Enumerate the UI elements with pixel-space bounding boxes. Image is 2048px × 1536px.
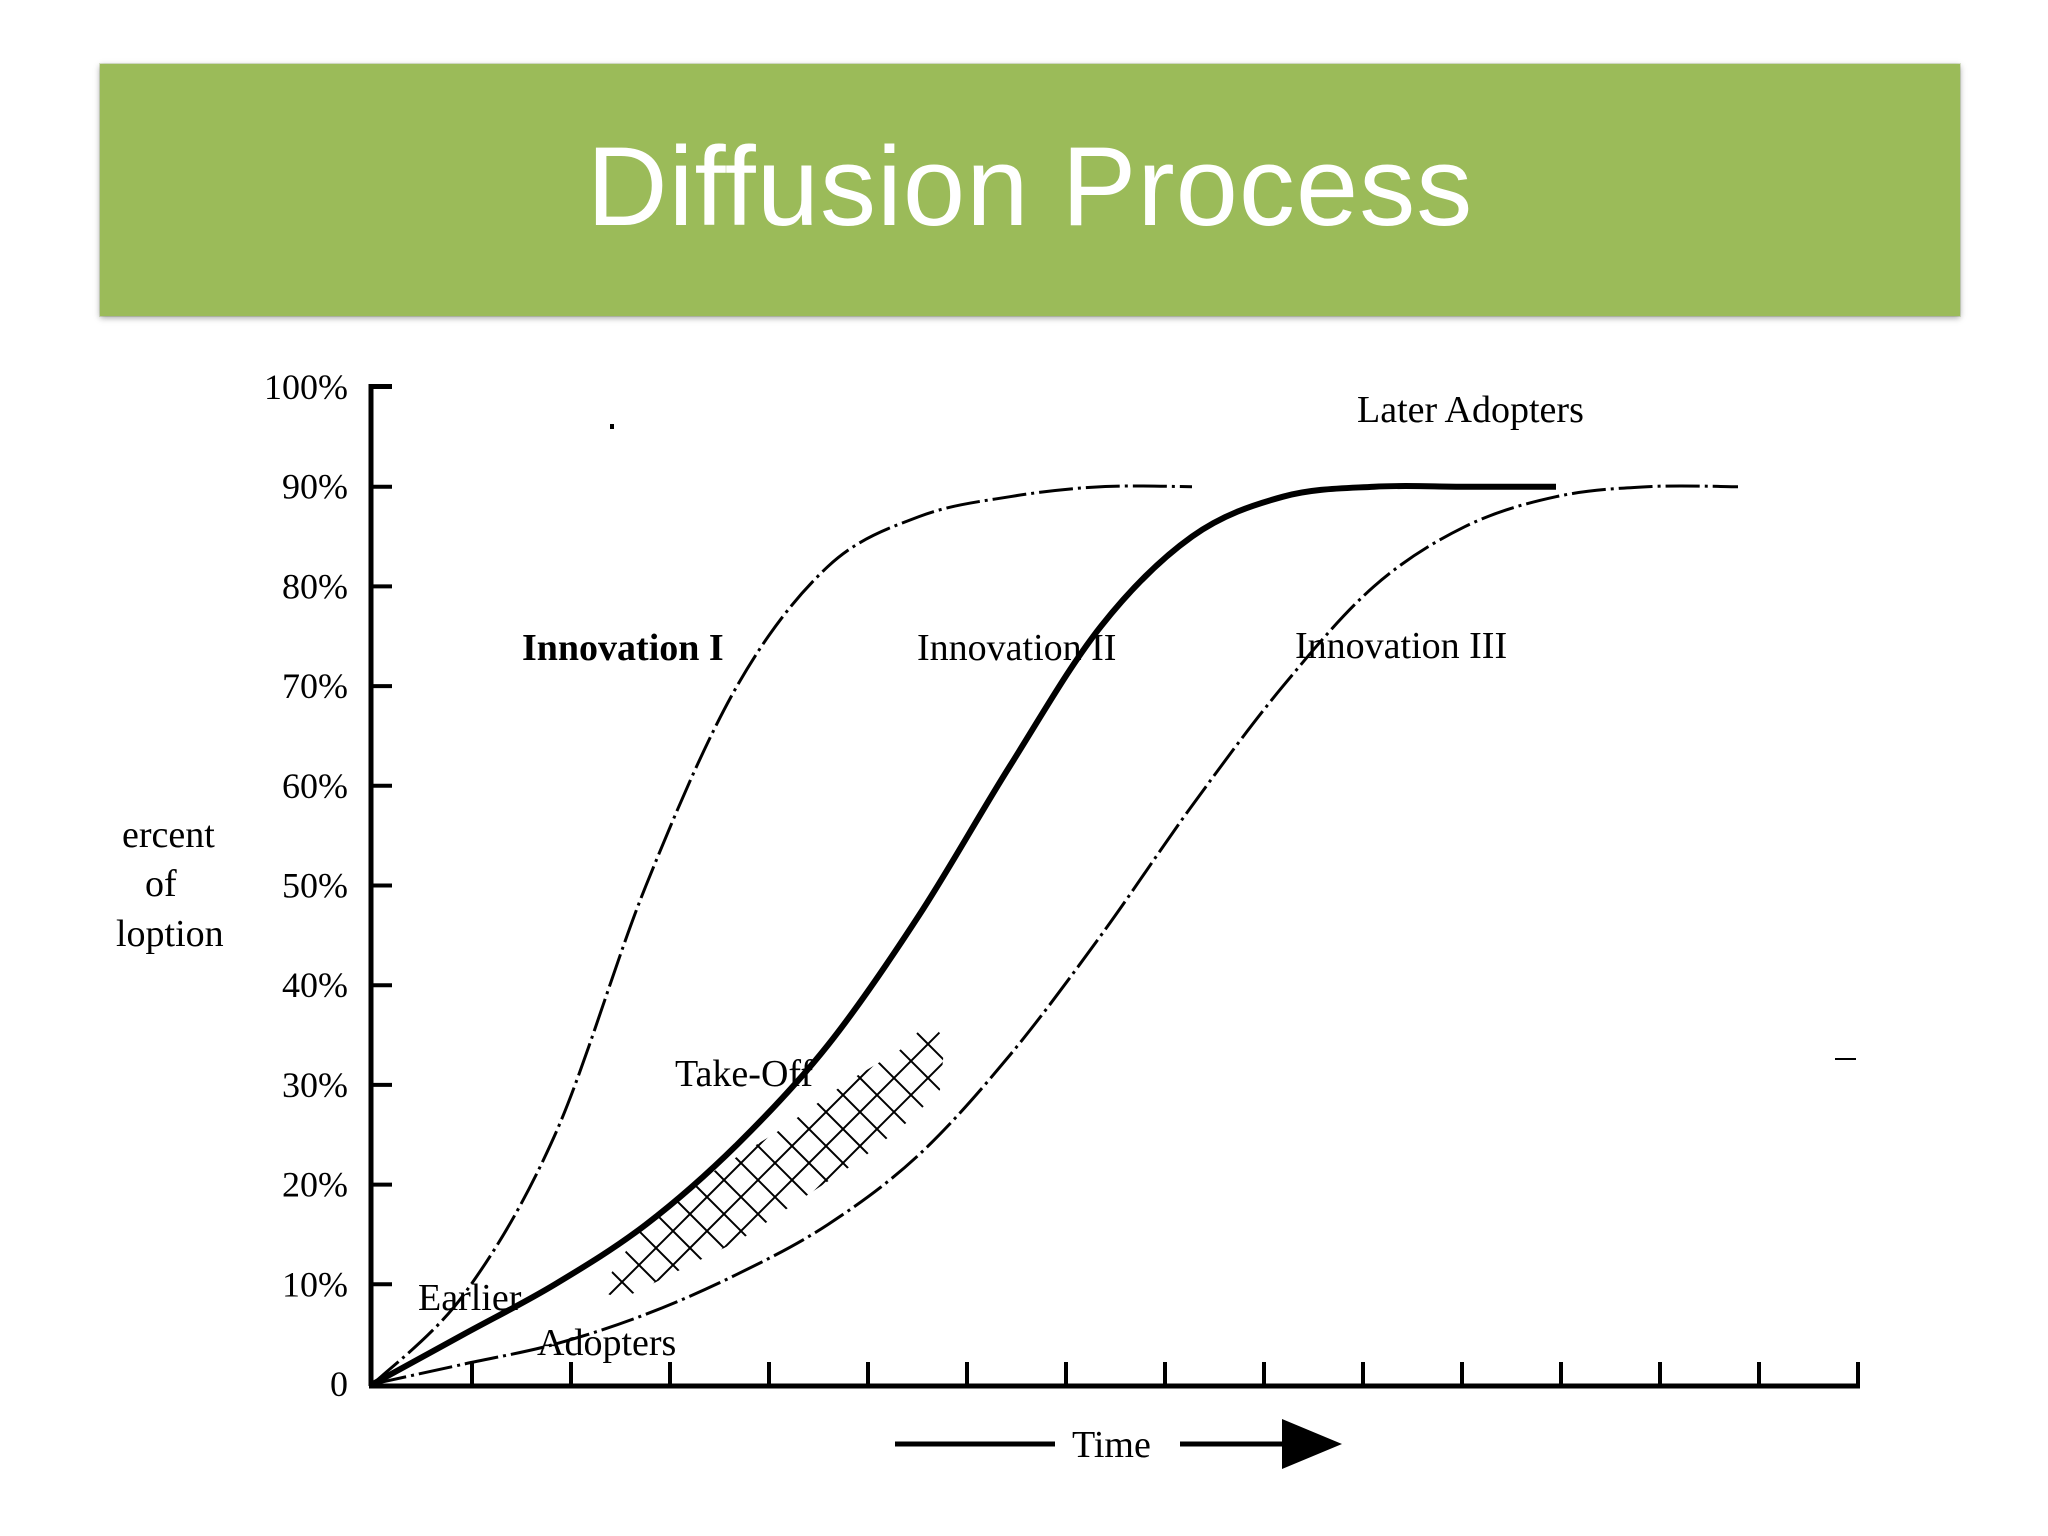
hatch-line	[1428, 1000, 1788, 1360]
hatch-line	[1122, 1000, 1482, 1360]
y-tick-label: 60%	[282, 766, 348, 806]
hatch-line	[1054, 1000, 1414, 1360]
hatch-line	[1326, 1000, 1686, 1360]
y-tick-label: 10%	[282, 1264, 348, 1304]
y-axis-label-line-1: ercent	[122, 814, 215, 856]
hatch-line	[952, 1000, 1312, 1360]
hatch-line	[815, 1020, 945, 1300]
innovation-3-label: Innovation III	[1295, 625, 1507, 667]
hatch-line	[986, 1000, 1346, 1360]
take-off-label: Take-Off	[675, 1053, 813, 1095]
hatch-line	[1088, 1000, 1448, 1360]
hatch-line	[0, 1000, 156, 1360]
hatch-line	[0, 1000, 258, 1360]
adopters-label: Adopters	[537, 1322, 676, 1364]
y-tick-label: 90%	[282, 467, 348, 507]
hatch-line	[1020, 1000, 1380, 1360]
hatch-line	[1156, 1000, 1516, 1360]
hatch-line	[0, 1000, 292, 1360]
hatch-line	[1122, 1000, 1482, 1360]
innovation-2-curve	[371, 482, 1556, 1387]
hatch-line	[1326, 1000, 1686, 1360]
hatch-line	[0, 1000, 54, 1360]
hatch-line	[1088, 1000, 1448, 1360]
hatch-line	[0, 1000, 190, 1360]
hatch-line	[0, 1000, 326, 1360]
y-tick-label: 20%	[282, 1165, 348, 1205]
speck-mark	[610, 424, 614, 429]
hatch-line	[0, 1000, 20, 1360]
hatch-line	[1428, 1000, 1788, 1360]
y-tick-label: 80%	[282, 566, 348, 606]
title-banner: Diffusion Process	[100, 64, 1960, 316]
hatch-line	[0, 1000, 88, 1360]
hatch-line	[1156, 1000, 1516, 1360]
hatch-line	[1258, 1000, 1618, 1360]
hatch-line	[0, 1000, 122, 1360]
hatch-line	[0, 1000, 54, 1360]
hatch-line	[1360, 1000, 1720, 1360]
hatch-line	[1224, 1000, 1584, 1360]
innovation-2-label: Innovation II	[917, 627, 1116, 669]
hatch-line	[1394, 1000, 1754, 1360]
hatch-line	[0, 1000, 258, 1360]
hatch-line	[781, 1020, 945, 1300]
hatch-line	[68, 1000, 428, 1360]
hatch-line	[0, 1000, 326, 1360]
innovation-1-label: Innovation I	[522, 627, 724, 669]
y-axis-label-line-2: of	[145, 863, 177, 905]
x-axis-label: Time	[1072, 1424, 1151, 1466]
hatch-line	[917, 1020, 945, 1300]
hatch-line	[1394, 1000, 1754, 1360]
hatch-line	[0, 1000, 88, 1360]
y-tick-label: 40%	[282, 965, 348, 1005]
earlier-label: Earlier	[418, 1277, 522, 1319]
y-tick-label: 0	[330, 1364, 348, 1404]
hatch-line	[781, 1020, 945, 1300]
hatch-line	[0, 1000, 292, 1360]
hatch-line	[0, 1000, 190, 1360]
hatch-line	[815, 1020, 945, 1300]
hatch-line	[986, 1000, 1346, 1360]
hatch-line	[1020, 1000, 1380, 1360]
hatch-line	[0, 1000, 224, 1360]
hatch-line	[1292, 1000, 1652, 1360]
y-tick-label: 100%	[264, 367, 348, 407]
hatch-line	[1292, 1000, 1652, 1360]
hatch-line	[1054, 1000, 1414, 1360]
slide-title: Diffusion Process	[586, 123, 1474, 249]
innovation-3-curve	[372, 484, 1739, 1386]
hatch-line	[68, 1000, 428, 1360]
hatch-line	[611, 1020, 945, 1300]
y-tick-label: 30%	[282, 1065, 348, 1105]
innovation-1-curve	[371, 484, 1193, 1386]
hatch-line	[917, 1020, 945, 1300]
hatch-line	[0, 1000, 20, 1360]
take-off-hatch	[0, 1000, 1788, 1360]
hatch-line	[1190, 1000, 1550, 1360]
hatch-line	[0, 1000, 156, 1360]
hatch-line	[1190, 1000, 1550, 1360]
hatch-line	[645, 1020, 945, 1300]
y-axis-label-line-3: loption	[116, 913, 224, 955]
later-adopters-label: Later Adopters	[1357, 389, 1584, 431]
y-tick-label: 50%	[282, 866, 348, 906]
hatch-line	[1360, 1000, 1720, 1360]
hatch-line	[1258, 1000, 1618, 1360]
hatch-line	[883, 1020, 945, 1300]
hatch-line	[0, 1000, 122, 1360]
hatch-line	[952, 1000, 1312, 1360]
hatch-line	[0, 1000, 224, 1360]
hatch-line	[1224, 1000, 1584, 1360]
y-tick-label: 70%	[282, 666, 348, 706]
hatch-line	[849, 1020, 945, 1300]
